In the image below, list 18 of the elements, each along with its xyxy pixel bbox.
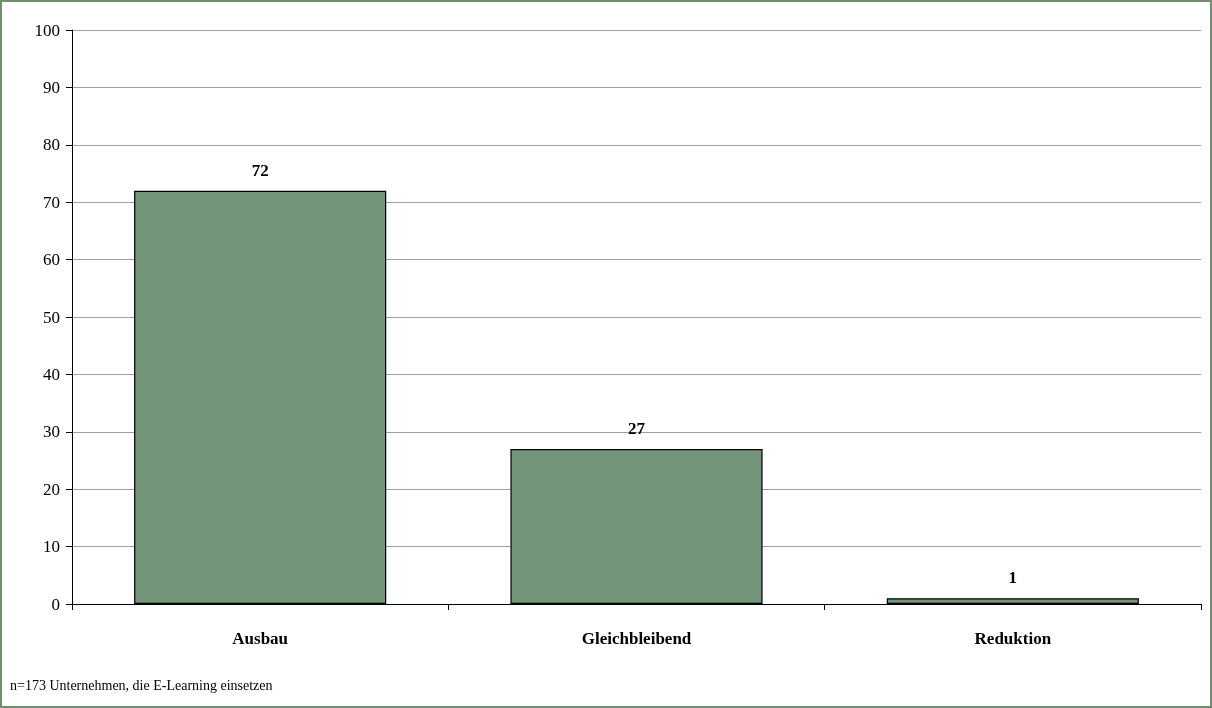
- y-tick-label: 80: [43, 135, 60, 155]
- y-tick-label: 0: [51, 594, 60, 614]
- y-tick-label: 20: [43, 479, 60, 499]
- text: n=173 Unternehmen, die E-Learning einsetzen: [10, 678, 273, 694]
- y-tick-label: 90: [43, 77, 60, 97]
- y-tick-label: 40: [43, 364, 60, 384]
- y-tick-label: 30: [43, 422, 60, 442]
- x-tick-label: Gleichbleibend: [581, 629, 692, 648]
- data-label: 72: [251, 160, 269, 180]
- x-tick-label: Ausbau: [232, 629, 289, 648]
- data-label: 27: [628, 419, 646, 439]
- y-tick-label: 50: [43, 307, 60, 327]
- data-label: 1: [1008, 568, 1018, 588]
- y-tick-label: 60: [43, 250, 60, 270]
- x-tick-label: Reduktion: [974, 629, 1052, 648]
- y-tick-label: 100: [34, 20, 60, 40]
- y-tick-label: 70: [43, 192, 60, 212]
- y-tick-label: 10: [43, 537, 60, 557]
